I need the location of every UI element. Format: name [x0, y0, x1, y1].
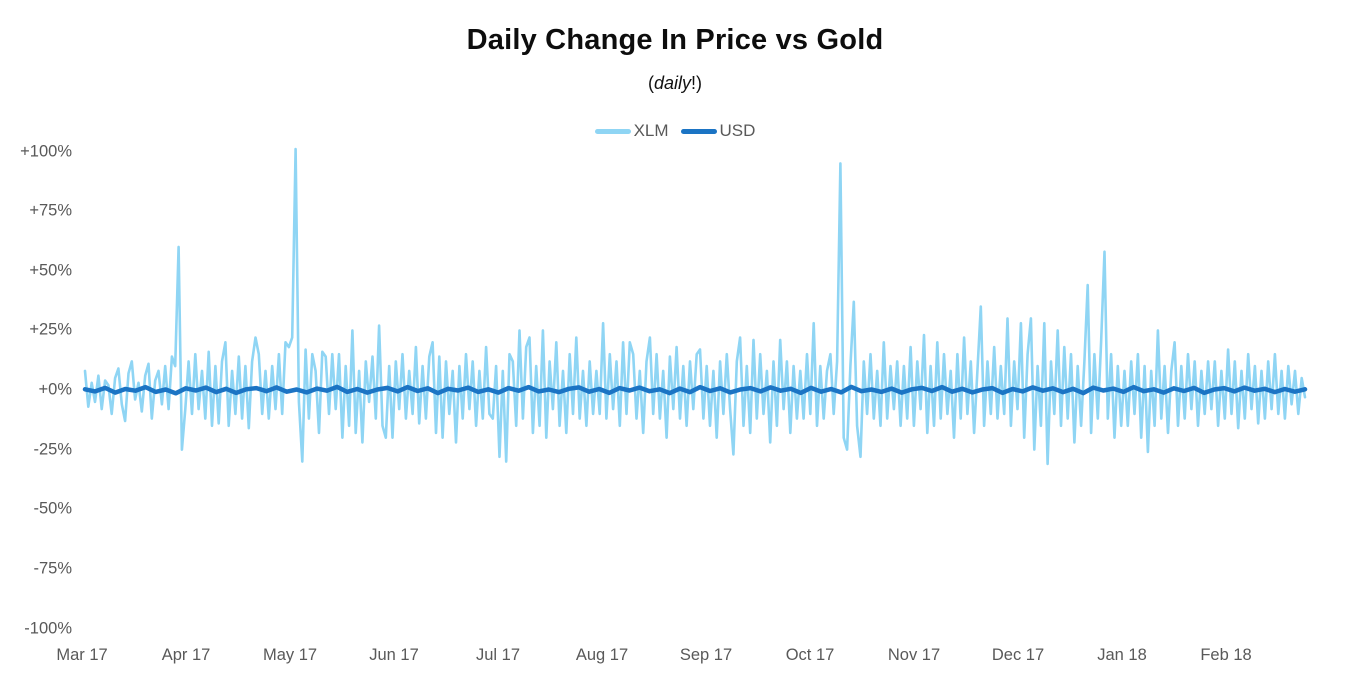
- legend-item-usd: USD: [680, 121, 756, 141]
- y-tick-label: -25%: [33, 440, 72, 459]
- y-tick-label: +0%: [38, 380, 72, 399]
- legend: XLM USD: [0, 121, 1350, 141]
- subtitle-italic-word: daily: [653, 73, 692, 93]
- x-tick-label: Apr 17: [161, 646, 211, 664]
- x-tick-label: Nov 17: [887, 646, 941, 664]
- chart-title: Daily Change In Price vs Gold: [466, 24, 884, 56]
- xlm-series-line: [83, 147, 1307, 466]
- x-tick-label: Oct 17: [785, 646, 835, 664]
- usd-series-line: [82, 384, 1308, 396]
- legend-label-xlm: XLM: [633, 121, 669, 140]
- y-tick-label: +100%: [20, 142, 72, 160]
- y-tick-label: +50%: [29, 261, 72, 280]
- subtitle-paren-open: (: [647, 73, 654, 93]
- x-tick-label: Jan 18: [1097, 646, 1147, 664]
- x-tick-label: Feb 18: [1200, 646, 1252, 664]
- legend-item-xlm: XLM: [594, 121, 669, 141]
- y-tick-label: -100%: [24, 619, 72, 637]
- x-tick-label: Dec 17: [991, 646, 1045, 664]
- x-tick-label: Mar 17: [56, 646, 108, 664]
- x-tick-label: Sep 17: [679, 646, 733, 664]
- y-tick-label: -75%: [33, 559, 72, 578]
- x-tick-label: Jun 17: [369, 646, 419, 664]
- x-tick-label: Jul 17: [475, 646, 521, 664]
- usd-line-swatch-icon: [680, 128, 717, 134]
- y-axis: +100% +75% +50% +25% +0% -25% -50% -75% -100%: [0, 0, 78, 685]
- y-tick-label: +75%: [29, 201, 72, 220]
- chart-subtitle: (daily!): [0, 73, 1350, 94]
- y-tick-label: +25%: [29, 320, 72, 339]
- x-tick-label: Aug 17: [575, 646, 629, 664]
- subtitle-paren-close: !): [691, 73, 703, 93]
- xlm-line-swatch-icon: [594, 128, 631, 134]
- y-tick-label: -50%: [33, 499, 72, 518]
- x-tick-label: May 17: [262, 646, 318, 664]
- legend-label-usd: USD: [719, 121, 756, 140]
